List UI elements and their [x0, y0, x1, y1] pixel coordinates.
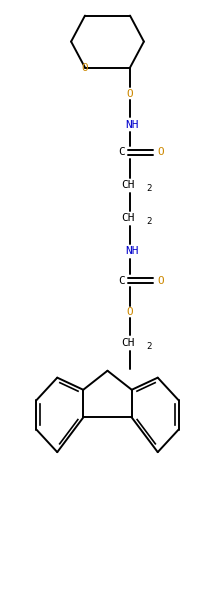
- Text: C: C: [118, 147, 125, 157]
- Text: O: O: [82, 62, 88, 72]
- Text: CH: CH: [121, 213, 135, 223]
- Text: 2: 2: [146, 217, 152, 226]
- Text: 2: 2: [146, 342, 152, 351]
- Text: CH: CH: [121, 180, 135, 190]
- Text: NH: NH: [125, 246, 138, 256]
- Text: 2: 2: [146, 184, 152, 193]
- Text: CH: CH: [121, 338, 135, 348]
- Text: O: O: [127, 307, 133, 317]
- Text: O: O: [158, 276, 164, 286]
- Text: O: O: [158, 147, 164, 157]
- Text: NH: NH: [125, 120, 138, 130]
- Text: C: C: [118, 276, 125, 286]
- Text: O: O: [127, 88, 133, 98]
